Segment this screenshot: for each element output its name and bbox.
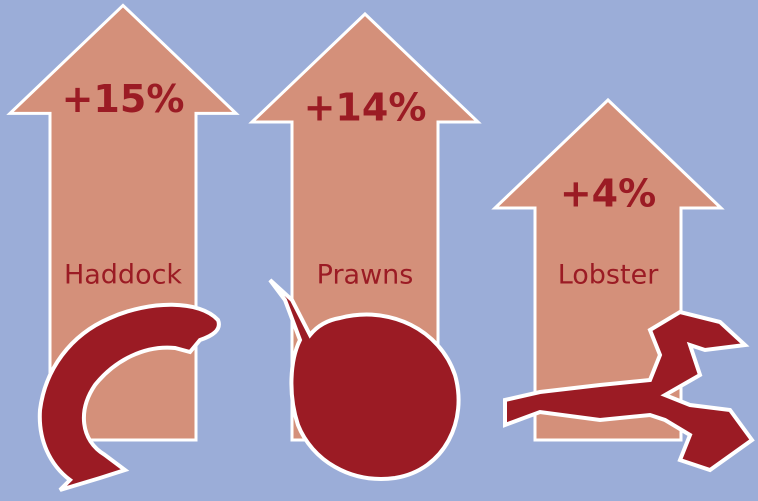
category-label: Prawns bbox=[317, 260, 414, 291]
category-label: Lobster bbox=[558, 260, 659, 291]
value-label: +15% bbox=[62, 77, 185, 121]
page: +15%Haddock+14%Prawns+4%Lobster (() => {… bbox=[0, 0, 758, 501]
value-label: +14% bbox=[304, 86, 427, 130]
value-label: +4% bbox=[560, 172, 656, 216]
category-label: Haddock bbox=[64, 260, 182, 291]
chart: +15% Haddock +14% Prawns +4% Lobster bbox=[0, 0, 758, 501]
